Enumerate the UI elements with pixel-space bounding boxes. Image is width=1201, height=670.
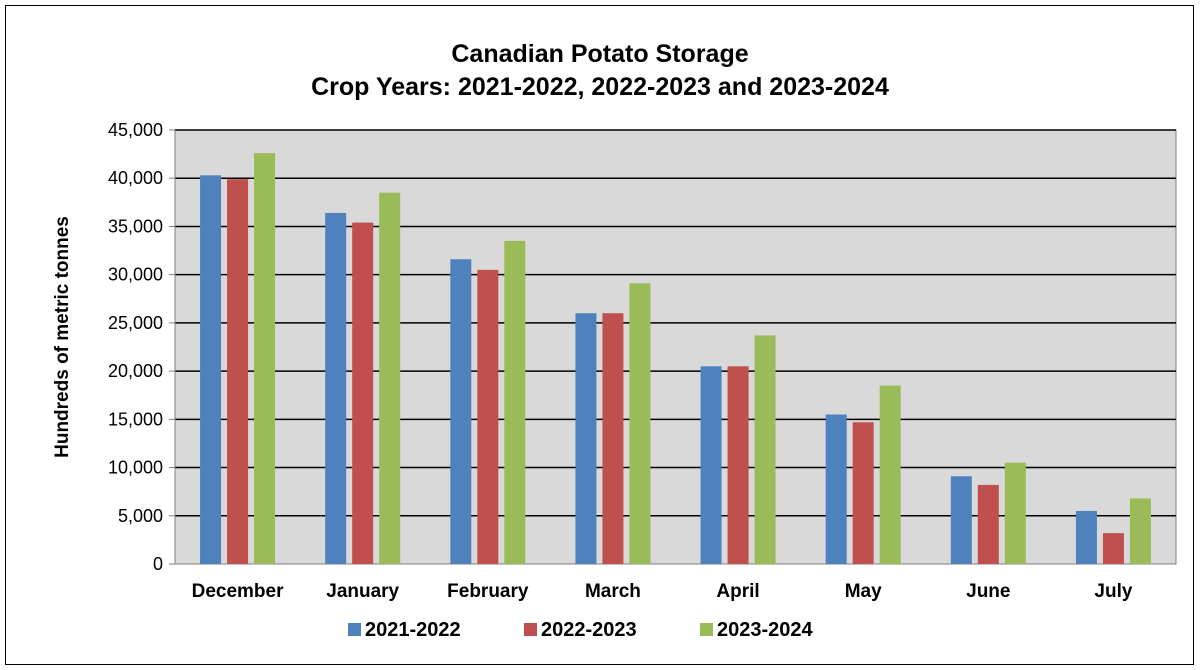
bar-2022-2023-january: [352, 222, 374, 564]
bar-2022-2023-february: [477, 269, 499, 564]
bar-2023-2024-march: [629, 283, 651, 564]
legend-swatch: [700, 623, 713, 636]
y-tick-label: 35,000: [108, 216, 163, 236]
bar-2021-2022-may: [825, 414, 847, 564]
y-tick-label: 25,000: [108, 313, 163, 333]
bar-2021-2022-february: [450, 259, 472, 564]
x-tick-label: December: [192, 581, 284, 602]
x-tick-label: June: [966, 581, 1010, 602]
bar-2023-2024-june: [1004, 462, 1026, 564]
x-tick-label: January: [326, 581, 399, 602]
chart-title: Canadian Potato Storage: [451, 40, 748, 68]
bar-2023-2024-february: [504, 240, 526, 564]
y-tick-label: 5,000: [118, 506, 163, 526]
bar-2021-2022-june: [950, 476, 972, 564]
legend-label: 2021-2022: [365, 619, 461, 641]
legend-swatch: [348, 623, 361, 636]
bar-2021-2022-march: [575, 313, 597, 564]
x-tick-label: July: [1094, 581, 1132, 602]
bar-2023-2024-july: [1129, 498, 1151, 564]
y-tick-label: 0: [153, 554, 163, 574]
y-axis-label: Hundreds of metric tonnes: [52, 216, 73, 458]
bar-2023-2024-april: [754, 335, 776, 564]
legend-label: 2023-2024: [717, 619, 814, 641]
legend-swatch: [524, 623, 537, 636]
chart-subtitle: Crop Years: 2021-2022, 2022-2023 and 202…: [311, 73, 889, 101]
bar-2021-2022-april: [700, 366, 722, 564]
bar-2023-2024-january: [379, 192, 401, 564]
y-tick-label: 30,000: [108, 265, 163, 285]
y-tick-label: 20,000: [108, 361, 163, 381]
bar-2021-2022-july: [1075, 510, 1097, 564]
bar-2021-2022-january: [325, 212, 347, 565]
chart-svg: Canadian Potato Storage Crop Years: 2021…: [52, 40, 1177, 641]
plot-background: [174, 129, 1177, 565]
bar-2022-2023-december: [227, 179, 249, 565]
y-tick-label: 15,000: [108, 409, 163, 429]
x-tick-label: February: [447, 581, 529, 602]
x-tick-label: April: [716, 581, 759, 602]
bar-2022-2023-march: [602, 313, 624, 564]
legend-label: 2022-2023: [541, 619, 637, 641]
bar-2021-2022-december: [200, 175, 222, 564]
plot-area: 0 5,000 10,000 15,000 20,000 25,000 30,000 35,0…: [108, 120, 1177, 602]
bar-2023-2024-december: [254, 153, 276, 564]
legend: 2021-2022 2022-2023 2023-2024: [348, 619, 814, 641]
bar-2022-2023-june: [977, 484, 999, 564]
bar-2022-2023-april: [727, 366, 749, 564]
x-tick-label: May: [845, 581, 882, 602]
bar-2022-2023-july: [1102, 533, 1124, 564]
y-tick-label: 45,000: [108, 120, 163, 140]
bar-2022-2023-may: [852, 422, 874, 564]
y-tick-label: 40,000: [108, 168, 163, 188]
bar-2023-2024-may: [879, 385, 901, 564]
chart-frame: Canadian Potato Storage Crop Years: 2021…: [5, 5, 1194, 665]
x-tick-label: March: [585, 581, 641, 602]
y-tick-label: 10,000: [108, 458, 163, 478]
